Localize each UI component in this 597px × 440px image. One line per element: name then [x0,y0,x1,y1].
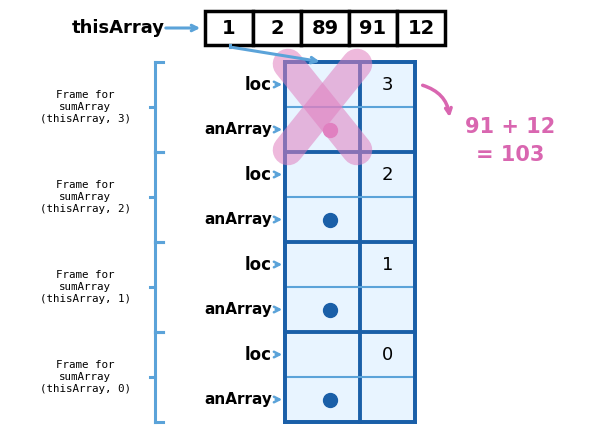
Bar [397,11,445,45]
Text: 2: 2 [381,165,393,183]
Text: 0: 0 [382,345,393,363]
Bar [349,11,397,45]
Bar [301,11,349,45]
Text: Frame for
sumArray
(thisArray, 1): Frame for sumArray (thisArray, 1) [39,271,131,304]
Text: anArray: anArray [204,392,272,407]
Text: loc: loc [245,345,272,363]
Text: 89: 89 [312,18,338,37]
Text: Frame for
sumArray
(thisArray, 3): Frame for sumArray (thisArray, 3) [39,90,131,124]
Text: 3: 3 [381,76,393,94]
Text: anArray: anArray [204,302,272,317]
Text: loc: loc [245,165,272,183]
Bar [285,62,415,422]
Text: Frame for
sumArray
(thisArray, 0): Frame for sumArray (thisArray, 0) [39,360,131,394]
Text: 12: 12 [407,18,435,37]
Text: 1: 1 [382,256,393,274]
Text: 91 + 12: 91 + 12 [465,117,555,137]
Text: thisArray: thisArray [72,19,165,37]
Text: = 103: = 103 [476,145,544,165]
Text: anArray: anArray [204,212,272,227]
Bar [253,11,301,45]
Bar [205,11,253,45]
Text: 91: 91 [359,18,387,37]
Text: loc: loc [245,76,272,94]
Text: 1: 1 [222,18,236,37]
Text: 2: 2 [270,18,284,37]
Text: loc: loc [245,256,272,274]
Text: Frame for
sumArray
(thisArray, 2): Frame for sumArray (thisArray, 2) [39,180,131,213]
Text: anArray: anArray [204,122,272,137]
